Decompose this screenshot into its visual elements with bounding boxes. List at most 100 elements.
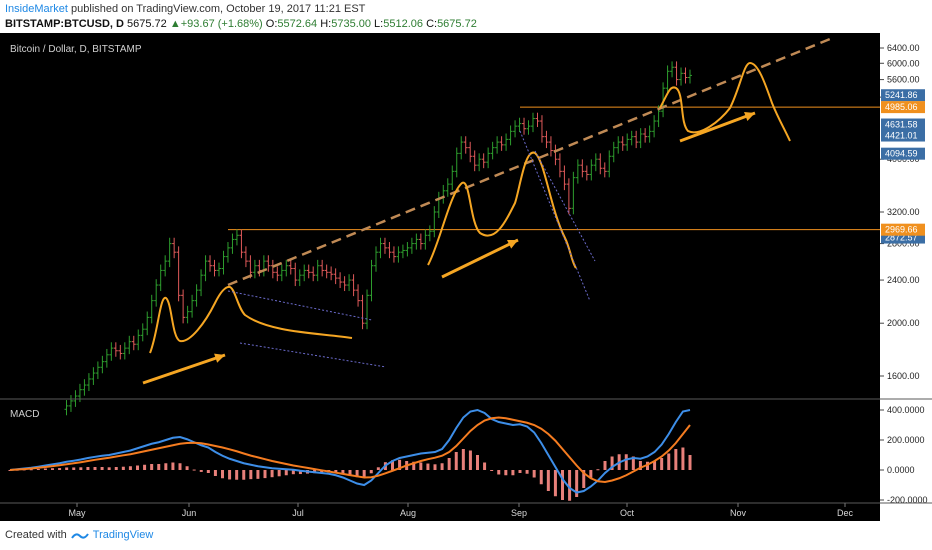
macd-pane: 400.0000 200.0000 0.0000 -200.0000 bbox=[0, 398, 932, 505]
time-tick-label: Aug bbox=[400, 508, 416, 518]
price-tick-label: 2800.00 bbox=[887, 239, 920, 249]
macd-hist-bar bbox=[681, 447, 685, 470]
price-badge-label: 4985.06 bbox=[885, 102, 918, 112]
macd-hist-bar bbox=[100, 467, 104, 470]
price-badge bbox=[881, 223, 925, 236]
macd-hist-bar bbox=[72, 467, 76, 470]
change-value: +93.67 (+1.68%) bbox=[180, 18, 263, 30]
macd-hist-bar bbox=[242, 470, 246, 480]
price-badge-label: 2969.66 bbox=[885, 225, 918, 235]
macd-hist-bar bbox=[575, 470, 579, 497]
macd-hist-bar bbox=[157, 464, 161, 470]
macd-hist-bar bbox=[483, 462, 487, 470]
author-link[interactable]: InsideMarket bbox=[5, 3, 68, 15]
close-label: C: bbox=[426, 18, 438, 30]
macd-hist-bar bbox=[497, 470, 501, 475]
macd-hist-bar bbox=[433, 464, 437, 470]
price-badge bbox=[881, 129, 925, 142]
tradingview-logo-icon bbox=[70, 532, 89, 539]
price-badge-label: 4631.58 bbox=[885, 120, 918, 130]
macd-hist-bar bbox=[454, 452, 458, 470]
macd-hist-bar bbox=[199, 470, 203, 472]
macd-hist-bar bbox=[391, 460, 394, 470]
macd-hist-bar bbox=[539, 470, 543, 485]
macd-hist-bar bbox=[504, 470, 508, 476]
publish-text: published on TradingView.com, October 19… bbox=[71, 3, 366, 15]
price-badge-label: 2872.57 bbox=[885, 233, 918, 243]
macd-hist-bar bbox=[65, 467, 69, 470]
price-badge bbox=[881, 101, 925, 114]
macd-hist-bar bbox=[546, 470, 550, 491]
macd-hist-bar bbox=[603, 461, 607, 470]
macd-hist-bar bbox=[582, 470, 586, 488]
macd-hist-bar bbox=[51, 468, 54, 470]
price-badge-label: 5241.86 bbox=[885, 90, 918, 100]
macd-hist-bar bbox=[270, 470, 274, 478]
close-value: 5675.72 bbox=[437, 18, 477, 30]
high-label: H: bbox=[320, 18, 332, 30]
ohlc-bar: BITSTAMP:BTCUSD, D 5675.72 ▲+93.67 (+1.6… bbox=[5, 18, 477, 30]
macd-hist-bar bbox=[228, 470, 232, 480]
macd-hist-bar bbox=[646, 461, 649, 470]
macd-hist-bar bbox=[185, 466, 189, 470]
high-value: 5735.00 bbox=[331, 18, 371, 30]
macd-hist-bar bbox=[114, 467, 118, 470]
time-tick-label: Jul bbox=[292, 508, 304, 518]
macd-hist-bar bbox=[667, 453, 671, 470]
arrow-up-3 bbox=[679, 111, 756, 143]
signal-line bbox=[9, 416, 691, 484]
macd-hist-bar bbox=[511, 470, 515, 476]
time-tick-label: Oct bbox=[620, 508, 635, 518]
macd-hist-bar bbox=[334, 470, 338, 473]
macd-hist-bar bbox=[206, 470, 210, 473]
macd-hist-bar bbox=[143, 464, 147, 470]
price-path-2 bbox=[427, 151, 577, 269]
macd-hist-bar bbox=[341, 470, 345, 474]
macd-hist-bar bbox=[638, 461, 642, 470]
publish-info: InsideMarket published on TradingView.co… bbox=[5, 3, 365, 15]
brand-link[interactable]: TradingView bbox=[92, 529, 154, 541]
open-label: O: bbox=[265, 18, 278, 30]
time-tick-label: Sep bbox=[511, 508, 527, 518]
created-with-text: Created with bbox=[5, 529, 67, 541]
macd-tick-label: 200.0000 bbox=[887, 435, 925, 445]
chart-canvas[interactable]: Bitcoin / Dollar, D, BITSTAMP MACD 6400.… bbox=[0, 33, 932, 521]
time-tick-label: Nov bbox=[730, 508, 747, 518]
price-badge-label: 4421.01 bbox=[885, 131, 918, 141]
macd-hist-bar bbox=[398, 459, 402, 470]
macd-hist-bar bbox=[249, 470, 253, 480]
macd-hist-bar bbox=[355, 470, 359, 478]
price-tick-label: 1600.00 bbox=[887, 371, 920, 381]
price-path-1 bbox=[149, 285, 353, 354]
price-badge bbox=[881, 89, 925, 102]
macd-hist-bar bbox=[136, 465, 139, 470]
chart-title: Bitcoin / Dollar, D, BITSTAMP bbox=[10, 44, 142, 55]
arrow-up-1 bbox=[142, 353, 226, 385]
price-tick-label: 3200.00 bbox=[887, 207, 920, 217]
macd-hist-bar bbox=[568, 470, 572, 501]
macd-hist-bar bbox=[291, 470, 295, 475]
macd-hist-bar bbox=[518, 470, 522, 473]
macd-hist-bar bbox=[532, 470, 536, 478]
macd-hist-bar bbox=[596, 469, 600, 471]
macd-hist-bar bbox=[150, 464, 154, 470]
low-value: 5512.06 bbox=[383, 18, 423, 30]
macd-hist-bar bbox=[256, 470, 260, 479]
dashed-trend-line bbox=[227, 37, 831, 287]
low-label: L: bbox=[374, 18, 384, 30]
macd-title: MACD bbox=[10, 409, 39, 420]
macd-hist-bar bbox=[348, 470, 352, 476]
up-arrow-icon: ▲ bbox=[169, 18, 181, 30]
macd-hist-bar bbox=[674, 449, 678, 470]
macd-tick-label: -200.0000 bbox=[887, 495, 928, 505]
macd-hist-bar bbox=[688, 455, 692, 470]
price-tick-label: 2400.00 bbox=[887, 275, 920, 285]
time-tick-label: May bbox=[68, 508, 86, 518]
macd-hist-bar bbox=[29, 469, 33, 471]
macd-hist-bar bbox=[412, 461, 416, 470]
arrow-up-2 bbox=[441, 238, 519, 279]
macd-hist-bar bbox=[284, 470, 288, 476]
symbol-label: BITSTAMP:BTCUSD, D bbox=[5, 18, 124, 30]
macd-hist-bar bbox=[468, 450, 472, 470]
price-tick-label: 6400.00 bbox=[887, 43, 920, 53]
